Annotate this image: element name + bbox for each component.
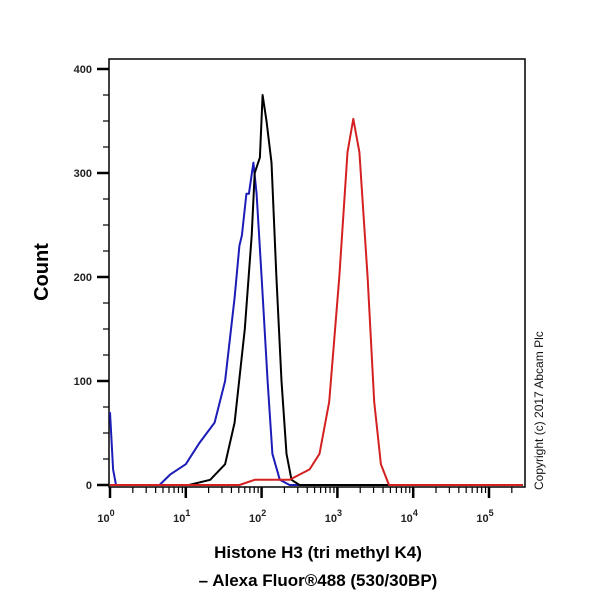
x-tick-label: 101 bbox=[173, 508, 190, 525]
x-axis: 100 101 102 103 104 105 bbox=[97, 487, 513, 525]
copyright-annotation: Copyright (c) 2017 Abcam Plc bbox=[532, 331, 546, 490]
x-tick-label: 100 bbox=[97, 508, 114, 525]
y-axis: 0 100 200 300 400 bbox=[74, 64, 109, 492]
y-axis-title: Count bbox=[31, 243, 53, 301]
x-tick-label: 102 bbox=[249, 508, 266, 525]
series-group bbox=[109, 94, 523, 486]
y-tick-label: 200 bbox=[74, 272, 92, 284]
x-axis-title-line2: – Alexa Fluor®488 (530/30BP) bbox=[199, 571, 438, 590]
y-tick-label: 300 bbox=[74, 168, 92, 180]
x-tick-label: 104 bbox=[401, 508, 418, 525]
histogram-series-0 bbox=[109, 161, 523, 486]
plot-frame bbox=[108, 58, 526, 488]
y-tick-label: 100 bbox=[74, 376, 92, 388]
x-tick-label: 105 bbox=[476, 508, 493, 525]
y-tick-label: 0 bbox=[86, 480, 92, 492]
x-tick-label: 103 bbox=[325, 508, 342, 525]
histogram-series-1 bbox=[110, 94, 523, 486]
histogram-series-2 bbox=[110, 117, 523, 486]
x-axis-title-line1: Histone H3 (tri methyl K4) bbox=[214, 543, 422, 562]
y-tick-label: 400 bbox=[74, 64, 92, 76]
